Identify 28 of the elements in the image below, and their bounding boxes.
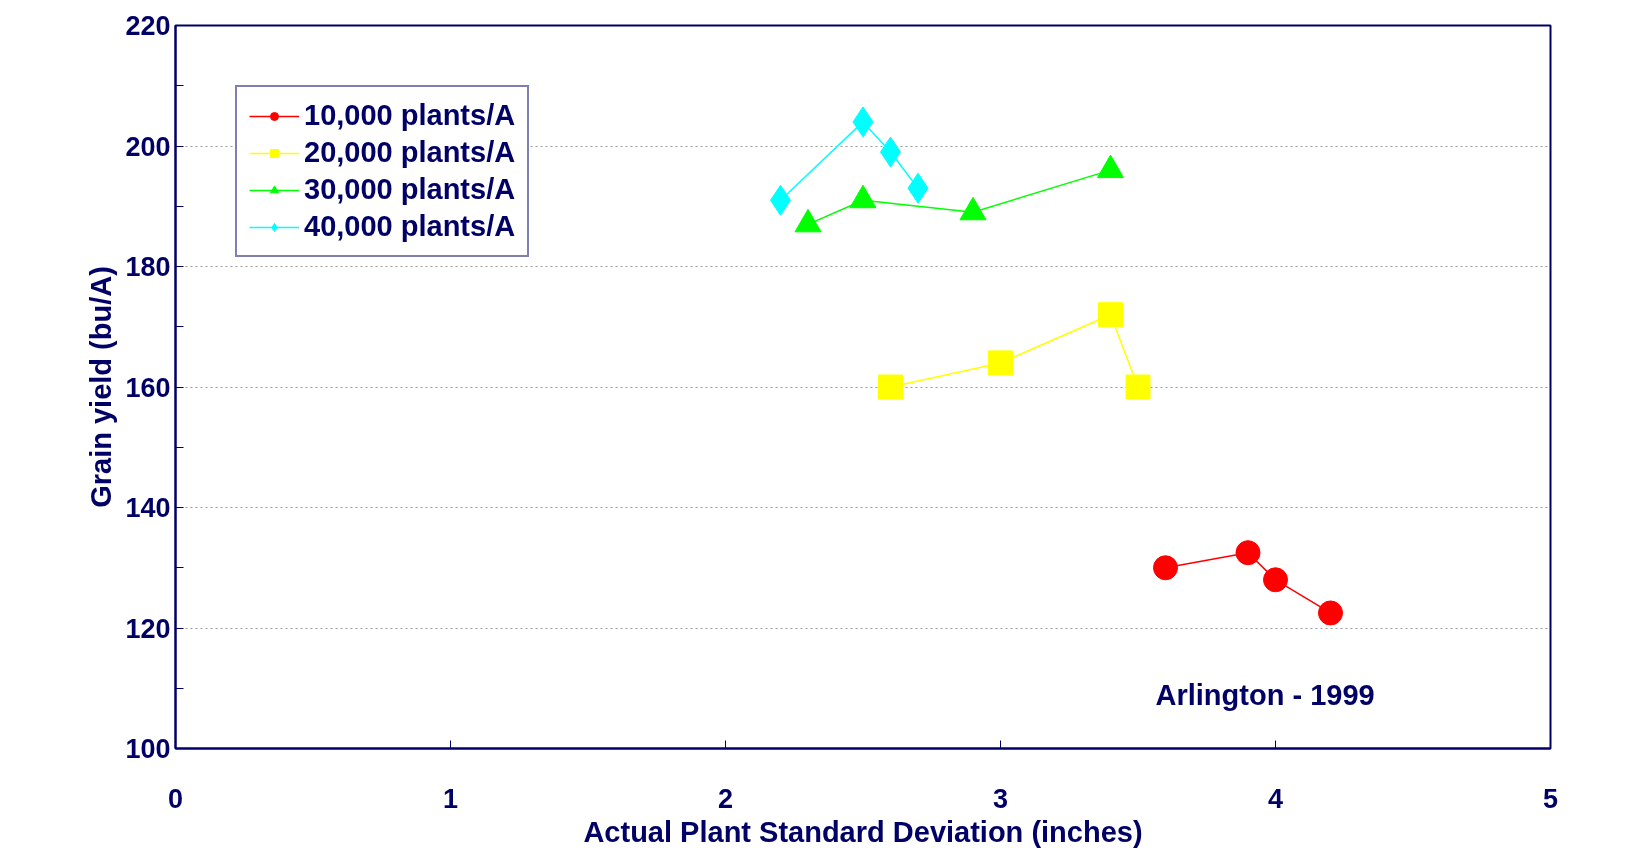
y-tick-label: 140 (125, 493, 171, 523)
legend-label: 20,000 plants/A (304, 136, 516, 169)
y-tick-label: 100 (125, 734, 171, 764)
x-tick-label: 1 (442, 783, 459, 814)
point (1125, 374, 1151, 400)
y-axis-title: Grain yield (bu/A) (85, 266, 118, 508)
y-tick-label: 120 (125, 613, 171, 644)
legend-label: 10,000 plants/A (304, 99, 516, 132)
point (1318, 600, 1343, 626)
legend-label: 30,000 plants/A (304, 173, 516, 206)
y-tick-label: 160 (125, 372, 171, 403)
point (988, 350, 1013, 376)
point (878, 374, 903, 400)
point (1098, 302, 1123, 328)
y-tick-label: 180 (125, 252, 171, 282)
x-tick-label: 2 (717, 783, 734, 814)
y-tick-label: 220 (125, 11, 171, 41)
annotation: Arlington - 1999 (1155, 678, 1375, 711)
point (1153, 555, 1178, 581)
x-tick-label: 4 (1267, 783, 1284, 814)
point (1235, 540, 1261, 566)
x-tick-label: 0 (167, 783, 184, 814)
x-axis-title: Actual Plant Standard Deviation (inches) (583, 815, 1143, 848)
y-tick-label: 200 (125, 131, 171, 162)
x-tick-label: 5 (1542, 783, 1559, 814)
point (1263, 567, 1288, 593)
legend-label: 40,000 plants/A (304, 210, 516, 243)
x-tick-label: 3 (992, 783, 1009, 814)
